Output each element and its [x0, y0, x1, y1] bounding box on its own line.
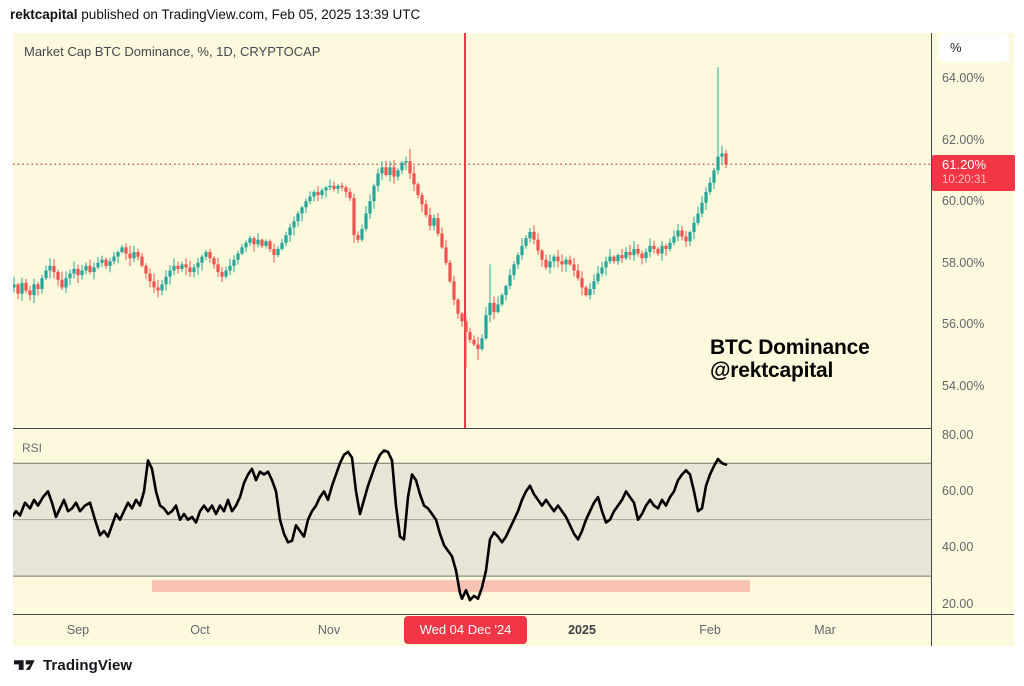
rsi-indicator-label: RSI — [22, 441, 43, 455]
tradingview-logo-icon — [14, 660, 35, 670]
annotation-line1: BTC Dominance — [710, 336, 870, 359]
event-date-badge: Wed 04 Dec '24 — [404, 616, 527, 644]
bar-countdown: 10:20:31 — [942, 174, 987, 186]
published-text: published on TradingView.com, Feb 05, 20… — [77, 7, 421, 22]
time-tick-label: Sep — [66, 623, 90, 637]
price-tick-label: 56.00% — [942, 317, 985, 331]
price-tick-label: 64.00% — [942, 71, 985, 85]
tradingview-brand-text: TradingView — [43, 656, 133, 674]
chart-annotation: BTC Dominance @rektcapital — [710, 336, 870, 382]
price-scale-unit-button[interactable]: % — [938, 34, 1009, 62]
last-price-badge: 61.20% 10:20:31 — [932, 155, 1015, 191]
rsi-tick-label: 20.00 — [942, 597, 974, 611]
time-scale[interactable]: Wed 04 Dec '24 Sep Oct Nov 2025 Feb Mar — [13, 615, 1014, 646]
price-pane-svg[interactable] — [13, 33, 931, 428]
tradingview-footer[interactable]: TradingView — [14, 655, 132, 675]
rsi-pane-svg[interactable] — [13, 428, 931, 614]
time-axis-separator — [13, 614, 1014, 615]
pane-separator[interactable] — [13, 428, 931, 429]
author-name: rektcapital — [10, 7, 78, 22]
chart-area[interactable]: Market Cap BTC Dominance, %, 1D, CRYPTOC… — [13, 33, 1015, 646]
time-tick-label: Oct — [190, 623, 210, 637]
price-tick-label: 54.00% — [942, 379, 985, 393]
publish-header: rektcapital published on TradingView.com… — [10, 7, 420, 22]
price-scale[interactable]: % 61.20% 10:20:31 64.00% 62.00% 60.00% 58.0… — [931, 33, 1015, 646]
time-tick-label: 2025 — [568, 623, 596, 637]
last-price-value: 61.20% — [942, 157, 987, 172]
time-tick-label: Mar — [814, 623, 836, 637]
price-tick-label: 62.00% — [942, 133, 985, 147]
rsi-tick-label: 60.00 — [942, 484, 974, 498]
time-tick-label: Feb — [699, 623, 721, 637]
symbol-title: Market Cap BTC Dominance, %, 1D, CRYPTOC… — [24, 44, 321, 59]
rsi-tick-label: 80.00 — [942, 428, 974, 442]
rsi-tick-label: 40.00 — [942, 540, 974, 554]
price-tick-label: 60.00% — [942, 194, 985, 208]
price-tick-label: 58.00% — [942, 256, 985, 270]
time-tick-label: Nov — [317, 623, 341, 637]
annotation-line2: @rektcapital — [710, 359, 834, 382]
